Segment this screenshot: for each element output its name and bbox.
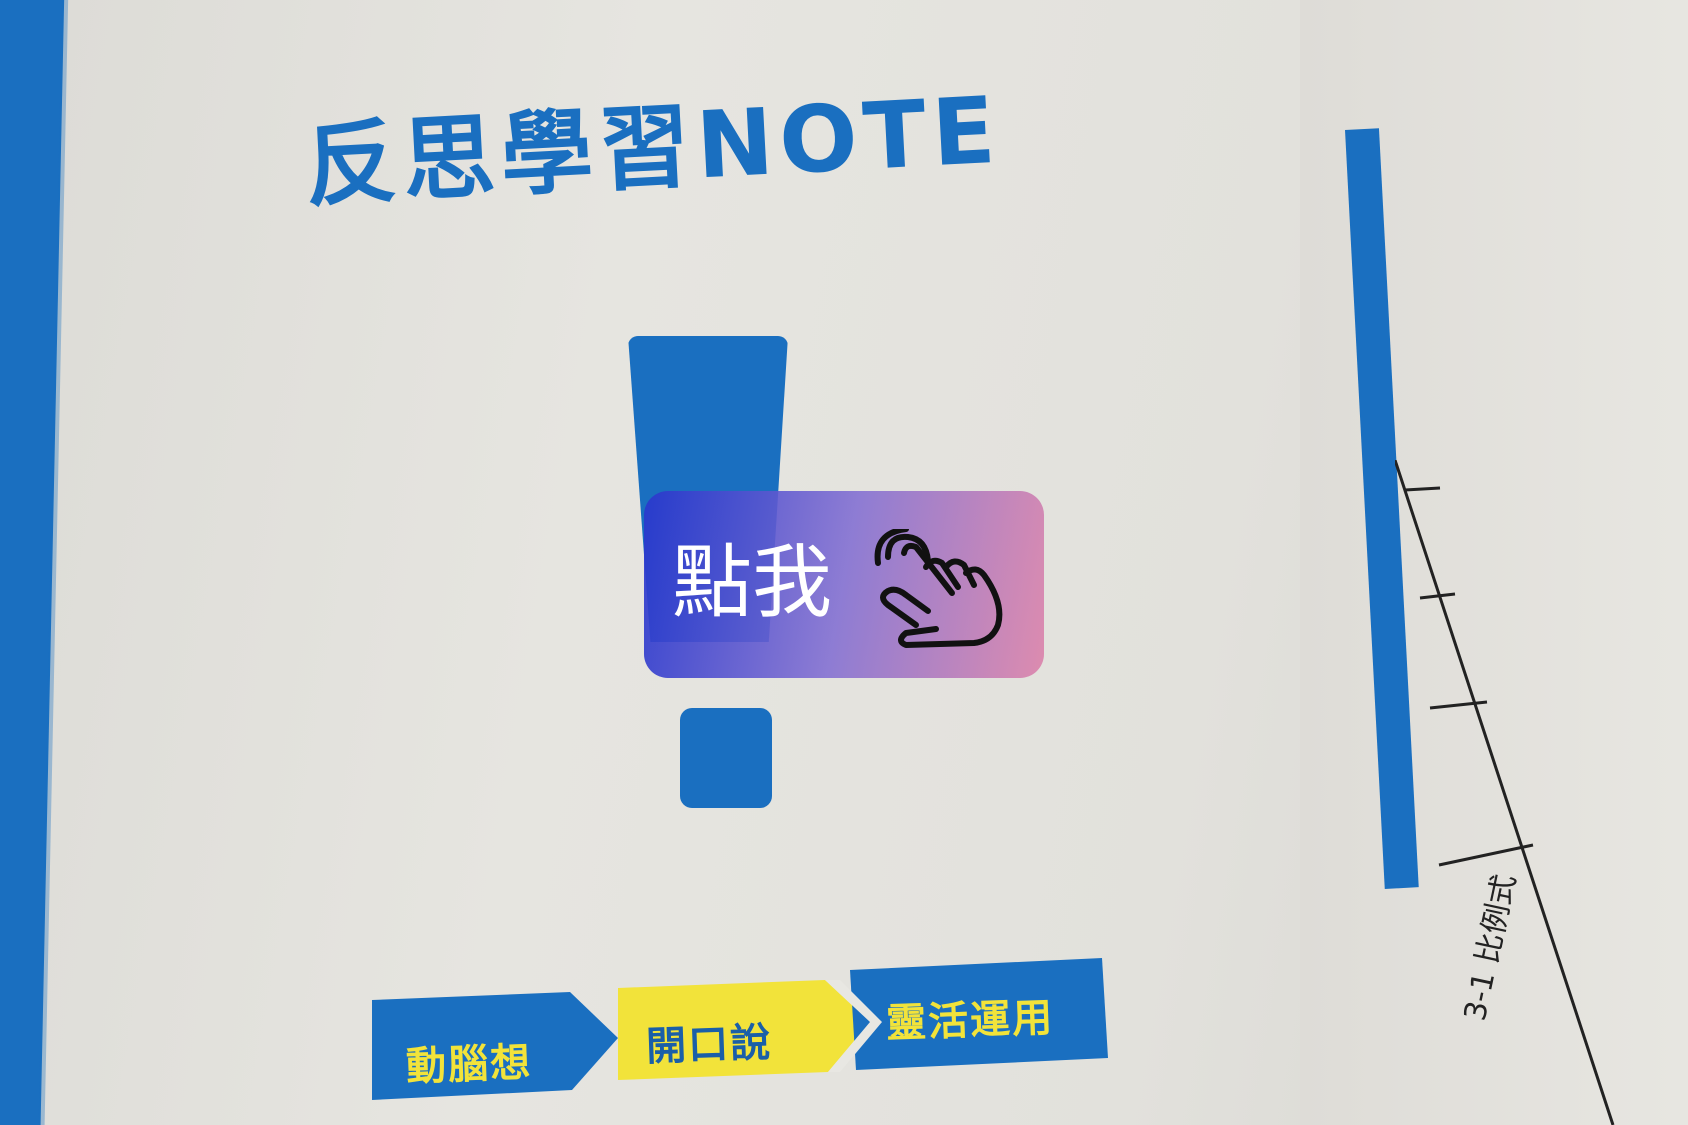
step-divider	[825, 980, 882, 1072]
step-2-label: 開口說	[645, 1019, 773, 1071]
step-1-shape	[372, 992, 618, 1100]
page-title: 反思學習NOTE	[302, 76, 1004, 220]
steps-banner: 動腦想 開口說 靈活運用	[370, 950, 1110, 1125]
step-1-label: 動腦想	[405, 1039, 533, 1091]
number-line-diagram	[1395, 460, 1615, 1125]
click-me-label: 點我	[672, 536, 832, 629]
click-me-button[interactable]: 點我	[644, 491, 1044, 678]
step-3-shape	[850, 958, 1108, 1070]
step-2-shape	[618, 980, 870, 1080]
steps-arrows	[372, 958, 1108, 1100]
title-container: 反思學習NOTE	[301, 50, 1108, 242]
exclamation-dot	[680, 708, 772, 808]
step-3-label: 靈活運用	[885, 995, 1055, 1047]
pointing-hand-icon	[874, 529, 1003, 648]
